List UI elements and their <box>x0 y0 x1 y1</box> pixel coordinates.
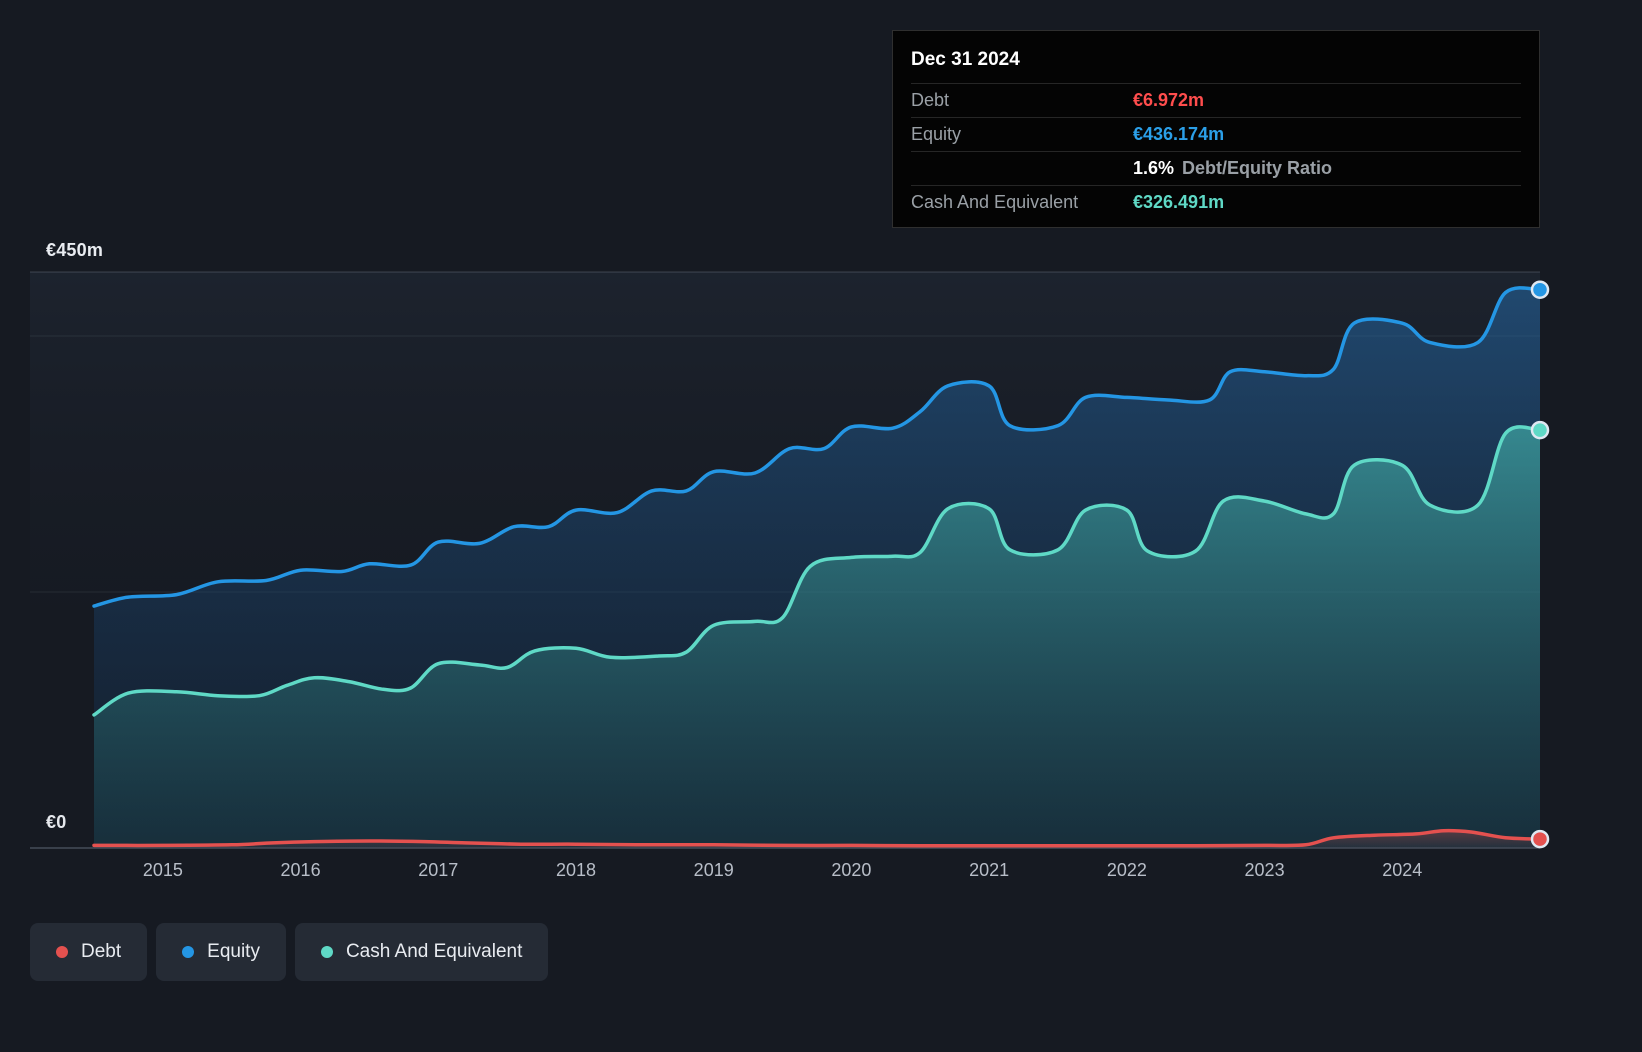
y-axis-label-max: €450m <box>46 240 104 260</box>
cash-dot-icon <box>320 946 333 958</box>
tooltip-date: Dec 31 2024 <box>911 41 1521 84</box>
x-tick-2016: 2016 <box>280 860 321 880</box>
x-tick-2021: 2021 <box>969 860 1010 880</box>
tooltip-ratio-suffix: Debt/Equity Ratio <box>1182 158 1333 178</box>
legend-label-cash: Cash And Equivalent <box>345 941 523 962</box>
tooltip-equity-label: Equity <box>911 124 962 144</box>
x-tick-2018: 2018 <box>555 860 597 880</box>
legend-item-cash[interactable]: Cash And Equivalent <box>294 923 549 981</box>
legend-item-debt[interactable]: Debt <box>30 923 148 981</box>
tooltip-ratio-value: 1.6% <box>1133 158 1175 178</box>
equity-dot-icon <box>182 946 195 958</box>
x-tick-2023: 2023 <box>1244 860 1285 880</box>
tooltip-debt-label: Debt <box>911 90 950 110</box>
legend-label-debt: Debt <box>81 941 122 962</box>
tooltip-cash-value: €326.491m <box>1133 192 1225 212</box>
tooltip-row-ratio: 1.6% Debt/Equity Ratio <box>911 152 1521 186</box>
tooltip-row-equity: Equity €436.174m <box>911 118 1521 152</box>
tooltip-debt-value: €6.972m <box>1133 90 1205 110</box>
legend-label-equity: Equity <box>207 941 260 962</box>
x-tick-2024: 2024 <box>1382 860 1423 880</box>
debt-dot-icon <box>56 946 68 958</box>
legend-item-equity[interactable]: Equity <box>156 923 286 981</box>
x-tick-2019: 2019 <box>693 860 734 880</box>
x-tick-2017: 2017 <box>418 860 459 880</box>
tooltip-equity-value: €436.174m <box>1133 124 1225 144</box>
x-tick-2015: 2015 <box>142 860 183 880</box>
tooltip-row-debt: Debt €6.972m <box>911 84 1521 118</box>
x-tick-2020: 2020 <box>831 860 872 880</box>
tooltip-cash-label: Cash And Equivalent <box>911 192 1079 212</box>
x-tick-2022: 2022 <box>1106 860 1147 880</box>
tooltip-row-cash: Cash And Equivalent €326.491m <box>911 186 1521 219</box>
legend: Debt Equity Cash And Equivalent <box>30 923 549 981</box>
chart-tooltip: Dec 31 2024 Debt €6.972m Equity €436.174… <box>892 30 1540 228</box>
